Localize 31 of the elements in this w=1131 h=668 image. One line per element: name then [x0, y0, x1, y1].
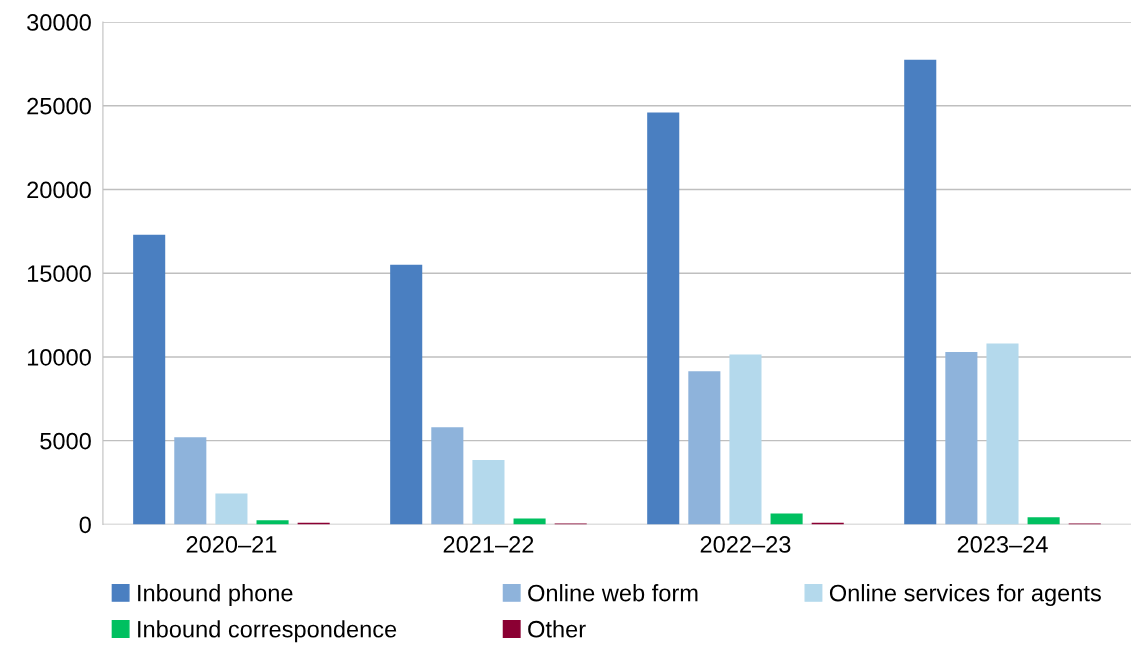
bar: [390, 264, 423, 525]
x-tick-label: 2023–24: [957, 536, 1048, 553]
bar: [904, 59, 937, 525]
bar: [688, 371, 721, 525]
legend-label: Inbound phone: [138, 584, 293, 607]
x-tick-label: 2020–21: [186, 536, 277, 553]
bar: [729, 354, 762, 525]
legend-label: Inbound correspondence: [138, 620, 397, 643]
legend-label: Online web form: [528, 584, 698, 602]
legend-label: Other: [528, 620, 586, 638]
bar: [472, 459, 505, 525]
x-tick-label: 2021–22: [443, 536, 534, 553]
bar: [986, 343, 1019, 525]
y-tick-label: 30000: [27, 14, 91, 31]
bar: [174, 437, 207, 525]
y-tick-label: 20000: [27, 181, 91, 199]
legend-label: Online services for agents: [829, 584, 1101, 607]
y-tick-label: 15000: [27, 265, 91, 282]
y-tick-label: 5000: [40, 432, 91, 450]
bar: [215, 493, 248, 525]
y-tick-label: 10000: [27, 349, 91, 366]
bar: [256, 520, 289, 525]
bar: [133, 234, 166, 525]
bar: [431, 427, 464, 525]
bar: [770, 513, 803, 525]
x-tick-label: 2022–23: [700, 536, 791, 553]
y-tick-label: 25000: [27, 97, 91, 115]
bar: [1027, 517, 1060, 525]
bar: [945, 351, 978, 525]
bar: [647, 112, 680, 525]
y-tick-label: 0: [79, 516, 91, 534]
